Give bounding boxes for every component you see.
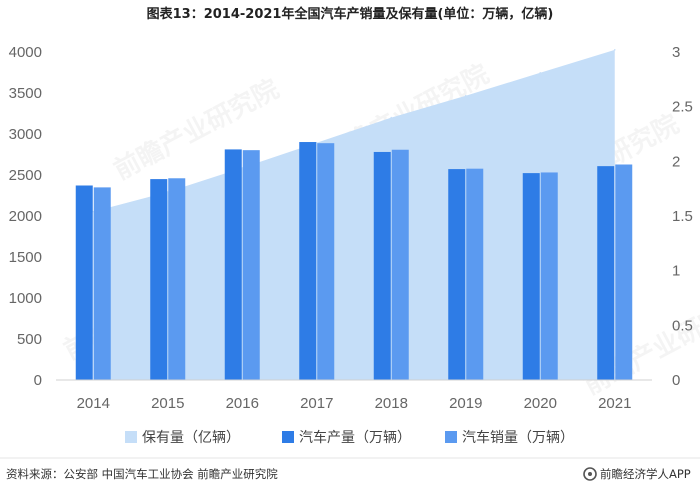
legend-label-1: 汽车产量（万辆） (299, 429, 411, 446)
x-tick-2014: 2014 (77, 395, 110, 412)
bar-production-2015 (150, 179, 168, 380)
area-point-2016 (241, 167, 244, 169)
y-left-tick-2500: 2500 (9, 167, 42, 184)
area-series-ownership (93, 49, 615, 381)
y-left-tick-1000: 1000 (9, 290, 42, 307)
area-point-2020 (539, 71, 542, 74)
y-left-tick-1500: 1500 (9, 249, 42, 266)
chart-title: 图表13：2014-2021年全国汽车产销量及保有量(单位：万辆，亿辆) (147, 6, 554, 22)
y-left-tick-3000: 3000 (9, 126, 42, 143)
bar-production-2016 (224, 149, 242, 380)
bar-production-2017 (299, 142, 317, 380)
x-axis-labels: 2014 2015 2016 2017 2018 2019 2020 2021 (77, 395, 632, 412)
bar-production-2018 (373, 151, 391, 380)
y-right-tick-2.5: 2.5 (672, 99, 693, 116)
y-right-tick-0: 0 (672, 372, 680, 389)
y-left-tick-2000: 2000 (9, 208, 42, 225)
legend-swatch-1 (282, 431, 294, 443)
bar-sales-2018 (391, 149, 409, 380)
y-left-axis: 0 500 1000 1500 2000 2500 3000 3500 4000 (9, 44, 42, 389)
x-tick-2019: 2019 (449, 395, 482, 412)
legend-swatch-2 (445, 431, 457, 443)
brand-text: 前瞻经济学人APP (600, 467, 691, 481)
legend-swatch-0 (125, 431, 137, 443)
legend-label-0: 保有量（亿辆） (142, 430, 240, 446)
y-right-axis: 0 0.5 1 1.5 2 2.5 3 (672, 44, 693, 389)
y-left-tick-500: 500 (17, 331, 42, 348)
y-right-tick-1: 1 (672, 263, 680, 280)
x-tick-2016: 2016 (226, 395, 259, 412)
bar-sales-2019 (466, 168, 484, 380)
bar-production-2019 (448, 169, 466, 380)
y-left-tick-3500: 3500 (9, 85, 42, 102)
source-text: 资料来源：公安部 中国汽车工业协会 前瞻产业研究院 (6, 467, 278, 481)
area-point-2017 (315, 141, 318, 144)
bar-sales-2014 (93, 187, 111, 380)
area-point-2018 (390, 116, 393, 119)
bar-production-2021 (597, 166, 615, 380)
brand-logo-icon (583, 467, 597, 481)
bar-production-2020 (522, 173, 540, 380)
legend: 保有量（亿辆） 汽车产量（万辆） 汽车销量（万辆） (125, 429, 574, 446)
x-tick-2021: 2021 (598, 395, 631, 412)
bar-sales-2015 (168, 178, 186, 380)
bar-sales-2017 (317, 143, 335, 380)
x-tick-2018: 2018 (375, 395, 408, 412)
area-point-2015 (166, 191, 169, 193)
bar-sales-2020 (540, 172, 558, 380)
y-left-tick-4000: 4000 (9, 44, 42, 61)
area-point-2021 (613, 49, 616, 51)
y-left-tick-0: 0 (34, 372, 42, 389)
brand: 前瞻经济学人APP (583, 467, 691, 481)
x-tick-2015: 2015 (151, 395, 184, 412)
y-right-tick-3: 3 (672, 44, 680, 61)
bar-layer (75, 142, 633, 380)
legend-label-2: 汽车销量（万辆） (462, 429, 574, 446)
bar-sales-2016 (242, 150, 260, 380)
y-right-tick-1.5: 1.5 (672, 208, 693, 225)
area-layer (92, 49, 616, 381)
area-point-2014 (92, 210, 95, 213)
bar-sales-2021 (615, 164, 633, 380)
bar-production-2014 (75, 185, 93, 380)
brand-logo-dot (588, 472, 592, 476)
x-tick-2020: 2020 (524, 395, 557, 412)
x-tick-2017: 2017 (300, 395, 333, 412)
y-right-tick-2: 2 (672, 153, 680, 170)
area-point-2019 (464, 94, 467, 97)
y-right-tick-0.5: 0.5 (672, 317, 693, 334)
